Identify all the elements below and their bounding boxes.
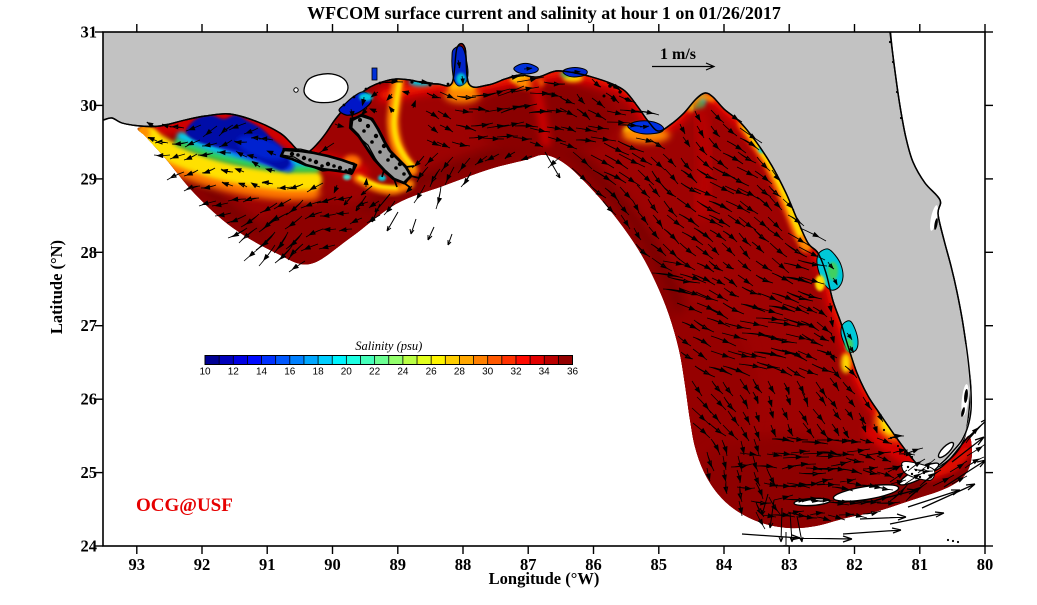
svg-text:20: 20: [341, 367, 353, 378]
svg-text:36: 36: [567, 367, 579, 378]
svg-text:Salinity (psu): Salinity (psu): [355, 339, 422, 353]
svg-text:80: 80: [977, 555, 994, 574]
svg-text:14: 14: [256, 367, 268, 378]
svg-text:16: 16: [284, 367, 296, 378]
svg-text:Latitude (°N): Latitude (°N): [47, 240, 66, 334]
svg-text:OCG@USF: OCG@USF: [136, 495, 233, 516]
svg-text:28: 28: [454, 367, 466, 378]
svg-text:34: 34: [539, 367, 551, 378]
svg-text:82: 82: [846, 555, 863, 574]
svg-text:31: 31: [81, 23, 98, 42]
svg-text:89: 89: [390, 555, 407, 574]
svg-text:WFCOM surface current and sali: WFCOM surface current and salinity at ho…: [307, 3, 781, 23]
svg-text:83: 83: [781, 555, 798, 574]
svg-text:Longitude (°W): Longitude (°W): [489, 569, 600, 588]
svg-text:22: 22: [369, 367, 381, 378]
svg-text:81: 81: [912, 555, 929, 574]
svg-text:26: 26: [426, 367, 438, 378]
svg-text:90: 90: [324, 555, 341, 574]
svg-text:29: 29: [81, 169, 98, 188]
svg-text:85: 85: [651, 555, 668, 574]
svg-text:86: 86: [585, 555, 602, 574]
svg-text:26: 26: [81, 390, 98, 409]
svg-text:32: 32: [510, 367, 522, 378]
svg-text:88: 88: [455, 555, 472, 574]
svg-text:84: 84: [716, 555, 733, 574]
svg-text:25: 25: [81, 463, 98, 482]
svg-text:1 m/s: 1 m/s: [660, 46, 696, 63]
svg-text:28: 28: [81, 243, 98, 262]
svg-text:12: 12: [228, 367, 240, 378]
svg-text:27: 27: [81, 316, 98, 335]
svg-text:30: 30: [81, 96, 98, 115]
svg-text:93: 93: [129, 555, 146, 574]
svg-text:91: 91: [259, 555, 276, 574]
svg-text:30: 30: [482, 367, 494, 378]
svg-text:24: 24: [81, 537, 98, 556]
svg-text:10: 10: [199, 367, 211, 378]
svg-text:87: 87: [520, 555, 537, 574]
svg-text:18: 18: [313, 367, 325, 378]
svg-text:24: 24: [397, 367, 409, 378]
svg-text:92: 92: [194, 555, 211, 574]
